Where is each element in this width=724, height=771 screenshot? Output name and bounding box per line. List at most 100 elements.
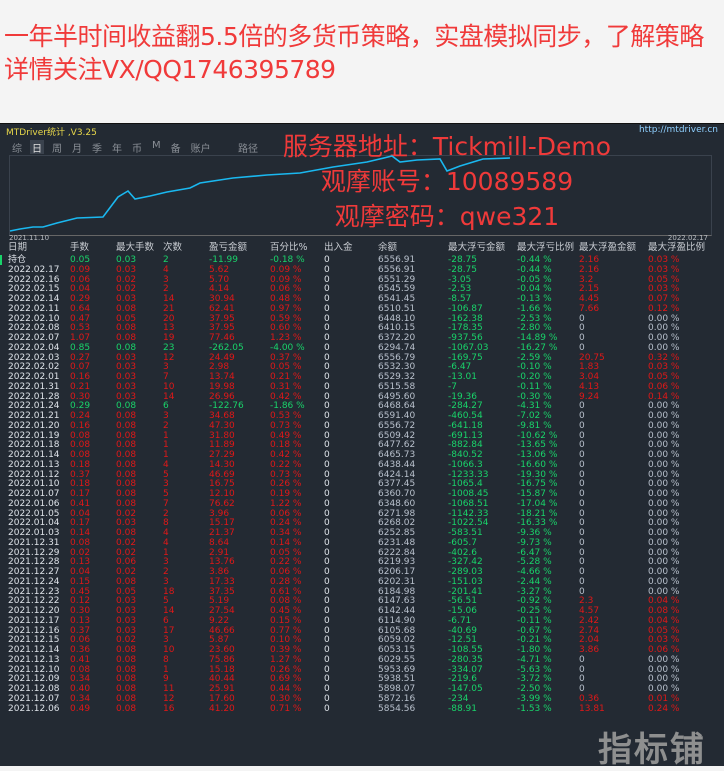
column-header[interactable]: 最大手数: [116, 242, 155, 253]
column-header[interactable]: 次数: [163, 242, 183, 253]
table-row[interactable]: 2022.02.02 0.07 0.03 3 2.98 0.05 % 0 6532.30 -6.…: [0, 362, 724, 372]
toolbar-tab-6[interactable]: 币: [132, 144, 142, 155]
cell-最大手数: 0.03: [116, 255, 137, 265]
table-row[interactable]: 2022.01.13 0.18 0.08 4 14.30 0.22 % 0 6438.44 -1…: [0, 460, 724, 470]
cell-日期: 2021.12.13: [8, 654, 60, 665]
table-row[interactable]: 2022.01.10 0.18 0.08 3 16.75 0.26 % 0 6377.45 -1…: [0, 479, 724, 489]
cell-余额: 6556.72: [378, 420, 416, 431]
table-row[interactable]: 2021.12.10 0.08 0.08 1 15.18 0.26 % 0 5953.69 -3…: [0, 665, 724, 675]
column-header[interactable]: 最大浮亏比例: [517, 242, 575, 253]
table-row[interactable]: 2021.12.28 0.13 0.06 3 13.76 0.22 % 0 6219.93 -3…: [0, 557, 724, 567]
cell-盈亏金额: 5.87: [209, 635, 230, 646]
cell-出入金: 0: [324, 459, 330, 470]
table-row[interactable]: 持仓 0.05 0.03 2 -11.99 -0.18 % 0 6556.91 -28.75 -0…: [0, 255, 724, 265]
table-row[interactable]: 2022.01.18 0.08 0.08 1 11.89 0.18 % 0 6477.62 -8…: [0, 440, 724, 450]
toolbar-tab-9[interactable]: 账户: [190, 144, 211, 155]
toolbar-tab-2[interactable]: 周: [52, 144, 62, 155]
table-row[interactable]: 2022.01.14 0.08 0.08 1 27.29 0.42 % 0 6465.73 -8…: [0, 450, 724, 460]
table-row[interactable]: 2021.12.22 0.12 0.03 5 5.19 0.08 % 0 6147.63 -56…: [0, 596, 724, 606]
table-row[interactable]: 2022.01.05 0.04 0.02 2 3.96 0.06 % 0 6271.98 -11…: [0, 509, 724, 519]
column-header[interactable]: 余额: [378, 242, 398, 253]
toolbar-tab-5[interactable]: 年: [112, 144, 122, 155]
cell-最大浮亏比例: -3.72 %: [517, 674, 552, 685]
cell-手数: 0.29: [70, 401, 91, 412]
table-row[interactable]: 2022.02.17 0.09 0.03 4 5.62 0.09 % 0 6556.91 -28…: [0, 265, 724, 275]
cell-出入金: 0: [324, 255, 330, 265]
table-row[interactable]: 2022.01.06 0.41 0.08 7 76.62 1.22 % 0 6348.60 -1…: [0, 499, 724, 509]
cell-盈亏金额: 4.14: [209, 284, 230, 295]
table-row[interactable]: 2022.01.31 0.21 0.03 10 19.98 0.31 % 0 6515.58 -…: [0, 382, 724, 392]
cell-手数: 0.07: [70, 362, 91, 373]
table-row[interactable]: 2022.02.14 0.29 0.03 14 30.94 0.48 % 0 6541.45 -…: [0, 294, 724, 304]
column-header[interactable]: 最大浮亏金额: [448, 242, 506, 253]
cell-出入金: 0: [324, 294, 330, 304]
toolbar-tab-4[interactable]: 季: [92, 144, 102, 155]
table-row[interactable]: 2021.12.13 0.41 0.08 8 75.86 1.27 % 0 6029.55 -2…: [0, 655, 724, 665]
cell-出入金: 0: [324, 586, 330, 597]
cell-出入金: 0: [324, 430, 330, 441]
toolbar-tab-8[interactable]: 备: [170, 144, 181, 155]
cell-最大手数: 0.08: [116, 401, 137, 412]
table-row[interactable]: 2021.12.15 0.06 0.02 3 5.87 0.10 % 0 6059.02 -12…: [0, 635, 724, 645]
table-row[interactable]: 2021.12.23 0.45 0.05 18 37.35 0.61 % 0 6184.98 -…: [0, 587, 724, 597]
column-header[interactable]: 盈亏金额: [209, 242, 248, 253]
cell-盈亏金额: 46.69: [209, 469, 235, 480]
cell-手数: 0.09: [70, 264, 91, 275]
table-row[interactable]: 2022.01.20 0.16 0.08 2 47.30 0.73 % 0 6556.72 -6…: [0, 421, 724, 431]
website-link[interactable]: http://mtdriver.cn: [638, 125, 718, 135]
table-row[interactable]: 2022.01.03 0.14 0.08 4 21.37 0.34 % 0 6252.85 -5…: [0, 528, 724, 538]
table-row[interactable]: 2022.01.21 0.24 0.08 3 34.68 0.53 % 0 6591.40 -4…: [0, 411, 724, 421]
table-row[interactable]: 2021.12.08 0.40 0.08 11 25.91 0.44 % 0 5898.07 -…: [0, 684, 724, 694]
cell-盈亏金额: 17.33: [209, 576, 235, 587]
table-row[interactable]: 2022.02.04 0.85 0.08 23 -262.05 -4.00 % 0 6294.…: [0, 343, 724, 353]
table-row[interactable]: 2022.02.15 0.04 0.02 2 4.14 0.06 % 0 6545.59 -2.…: [0, 284, 724, 294]
toolbar-tab-7[interactable]: M: [152, 140, 161, 151]
column-header[interactable]: 最大浮盈比例: [648, 242, 706, 253]
cell-最大浮盈金额: 0.36: [579, 693, 600, 704]
cell-出入金: 0: [324, 518, 330, 529]
table-row[interactable]: 2022.02.01 0.16 0.03 7 13.74 0.21 % 0 6529.32 -1…: [0, 372, 724, 382]
table-row[interactable]: 2021.12.20 0.30 0.03 14 27.54 0.45 % 0 6142.44 -…: [0, 606, 724, 616]
table-row[interactable]: 2021.12.31 0.08 0.02 4 8.64 0.14 % 0 6231.48 -60…: [0, 538, 724, 548]
column-header[interactable]: 出入金: [324, 242, 353, 253]
table-row[interactable]: 2022.02.11 0.64 0.08 21 62.41 0.97 % 0 6510.51 -…: [0, 304, 724, 314]
column-header[interactable]: 手数: [70, 242, 90, 253]
table-row[interactable]: 2021.12.16 0.37 0.03 17 46.66 0.77 % 0 6105.68 -…: [0, 626, 724, 636]
cell-手数: 0.04: [70, 284, 91, 295]
table-row[interactable]: 2021.12.07 0.34 0.08 12 17.60 0.30 % 0 5872.16 -…: [0, 694, 724, 704]
cell-盈亏金额: 40.44: [209, 674, 235, 685]
table-row[interactable]: 2022.01.07 0.17 0.08 5 12.10 0.19 % 0 6360.70 -1…: [0, 489, 724, 499]
column-header[interactable]: 最大浮盈金额: [579, 242, 637, 253]
cell-余额: 5898.07: [378, 684, 416, 694]
table-row[interactable]: 2021.12.06 0.49 0.08 16 41.20 0.71 % 0 5854.56 -…: [0, 704, 724, 714]
table-row[interactable]: 2022.02.07 1.07 0.08 19 77.46 1.23 % 0 6372.20 -…: [0, 333, 724, 343]
toolbar-tab-0[interactable]: 综: [12, 144, 22, 155]
table-row[interactable]: 2021.12.29 0.02 0.02 1 2.91 0.05 % 0 6222.84 -40…: [0, 548, 724, 558]
cell-次数: 4: [163, 264, 169, 275]
table-row[interactable]: 2021.12.27 0.04 0.02 2 3.86 0.06 % 0 6206.17 -28…: [0, 567, 724, 577]
table-row[interactable]: 2021.12.14 0.36 0.08 10 23.60 0.39 % 0 6053.15 -…: [0, 645, 724, 655]
toolbar-tab-1[interactable]: 日: [30, 140, 44, 155]
cell-出入金: 0: [324, 615, 330, 626]
table-row[interactable]: 2021.12.09 0.34 0.08 9 40.44 0.69 % 0 5938.51 -2…: [0, 674, 724, 684]
table-row[interactable]: 2022.02.03 0.27 0.03 12 24.49 0.37 % 0 6556.79 -…: [0, 353, 724, 363]
cell-出入金: 0: [324, 391, 330, 402]
table-row[interactable]: 2022.02.10 0.47 0.05 20 37.95 0.59 % 0 6448.10 -…: [0, 314, 724, 324]
cell-手数: 0.06: [70, 274, 91, 285]
table-row[interactable]: 2022.01.24 0.29 0.08 6 -122.76 -1.86 % 0 6468.6…: [0, 401, 724, 411]
table-row[interactable]: 2022.01.04 0.17 0.03 8 15.17 0.24 % 0 6268.02 -1…: [0, 518, 724, 528]
table-row[interactable]: 2022.02.16 0.06 0.02 3 5.70 0.09 % 0 6551.29 -3.…: [0, 275, 724, 285]
cell-最大浮盈比例: 0.00 %: [648, 450, 680, 460]
table-row[interactable]: 2021.12.24 0.15 0.08 3 17.33 0.28 % 0 6202.31 -1…: [0, 577, 724, 587]
column-header[interactable]: 百分比%: [270, 242, 308, 253]
table-row[interactable]: 2022.02.08 0.53 0.08 13 37.95 0.60 % 0 6410.15 -…: [0, 323, 724, 333]
cell-最大手数: 0.08: [116, 323, 137, 334]
toolbar-tab-3[interactable]: 月: [72, 144, 82, 155]
column-header[interactable]: 日期: [8, 242, 28, 253]
cell-百分比%: 0.60 %: [270, 323, 302, 334]
cell-余额: 6114.90: [378, 615, 416, 626]
table-row[interactable]: 2021.12.17 0.13 0.03 6 9.22 0.15 % 0 6114.90 -6.…: [0, 616, 724, 626]
table-row[interactable]: 2022.01.28 0.30 0.03 14 26.96 0.42 % 0 6495.60 -…: [0, 392, 724, 402]
table-row[interactable]: 2022.01.12 0.37 0.08 5 46.69 0.73 % 0 6424.14 -1…: [0, 470, 724, 480]
table-row[interactable]: 2022.01.19 0.08 0.08 1 31.80 0.49 % 0 6509.42 -6…: [0, 431, 724, 441]
